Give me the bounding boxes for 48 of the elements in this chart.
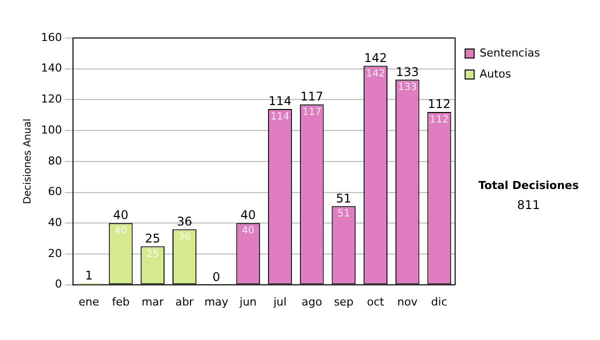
x-tick-label: oct [366,295,385,308]
total-label: 117 [300,89,324,104]
x-tick-label: sep [334,295,354,308]
y-tick-label: 40 [48,216,62,229]
y-axis-title: Decisiones Anual [22,118,34,204]
y-tick-label: 100 [40,123,62,136]
data-label: 51 [337,208,350,220]
y-tick-label: 20 [48,246,62,260]
total-label: 40 [113,208,128,222]
legend-label: Sentencias [480,46,540,60]
total-label: 51 [336,191,352,206]
data-label: 112 [430,114,449,126]
x-tick-label: jun [238,295,257,308]
total-label: 25 [144,231,160,246]
total-label: 40 [240,208,256,222]
y-tick-label: 140 [40,62,62,75]
total-label: 114 [268,94,292,108]
total-label: 142 [364,50,387,65]
y-tick-label: 120 [40,92,62,106]
text: Total Decisiones [478,178,580,192]
x-tick-label: may [204,295,229,308]
data-label: 40 [114,226,128,237]
x-tick-label: nov [397,295,418,308]
data-label: 133 [398,82,417,94]
legend-label: Autos [480,67,512,80]
total-label: 133 [396,64,419,79]
data-label: 114 [270,112,290,123]
x-tick-label: abr [175,295,194,308]
y-tick-label: 160 [40,30,62,44]
total-label: 36 [176,214,192,228]
data-label: 117 [302,106,322,118]
data-label: 25 [146,248,159,260]
x-tick-label: dic [431,295,448,308]
x-tick-label: ene [78,295,100,308]
x-tick-label: jul [272,295,287,308]
data-label: 36 [178,232,191,243]
x-tick-label: mar [142,295,164,308]
total-label: 1 [85,268,93,282]
text: 811 [517,198,540,212]
data-label: 40 [242,226,255,237]
y-tick-label: 80 [48,154,62,168]
x-tick-label: feb [112,295,130,308]
total-label: 0 [212,270,220,284]
x-tick-label: ago [302,295,322,308]
y-tick-label: 60 [48,185,62,198]
data-label: 142 [366,68,386,80]
total-label: 112 [428,97,451,112]
y-tick-label: 0 [54,278,62,291]
